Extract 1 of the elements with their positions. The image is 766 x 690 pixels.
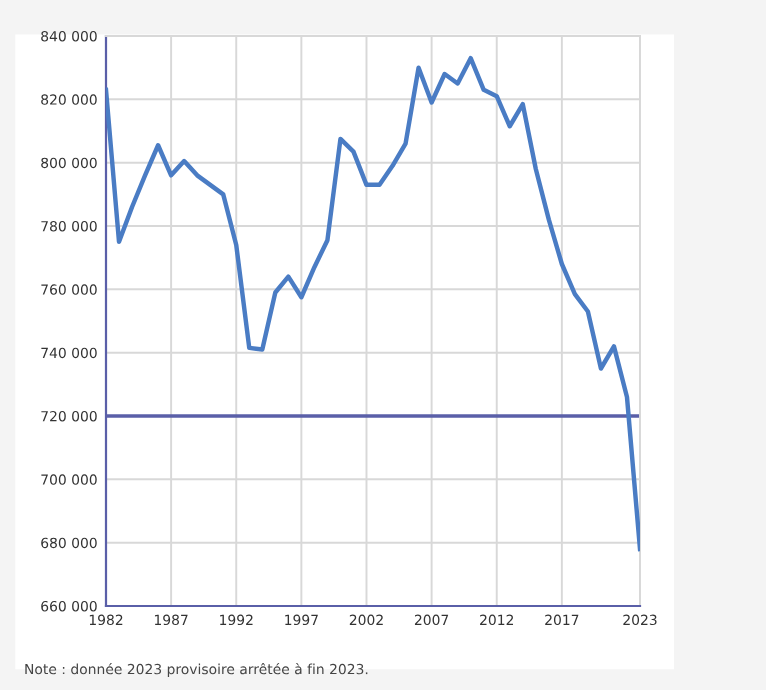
line-series [106,55,640,552]
